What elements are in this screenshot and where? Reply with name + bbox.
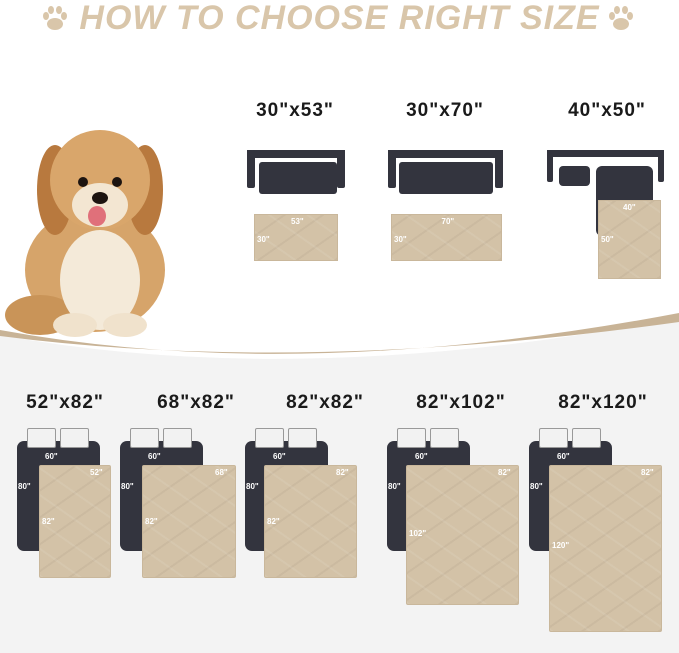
bed-length-label: 80" — [530, 482, 543, 491]
sofa-cushion — [559, 166, 590, 186]
pillow — [163, 428, 192, 448]
height-label: 30" — [257, 235, 270, 244]
size-title: 30"x53" — [256, 100, 334, 121]
bed-length-label: 80" — [246, 482, 259, 491]
sofa-cushion — [399, 162, 493, 194]
size-title: 40"x50" — [568, 100, 646, 121]
bed-width-label: 60" — [557, 452, 570, 461]
width-label: 40" — [623, 203, 636, 212]
size-title: 68"x82" — [157, 392, 235, 413]
mat-bed-2: 82" 82" — [264, 465, 357, 578]
width-label: 52" — [90, 468, 103, 477]
pillow — [572, 428, 601, 448]
size-title: 82"x102" — [416, 392, 506, 413]
pillow — [60, 428, 89, 448]
bed-length-label: 80" — [388, 482, 401, 491]
bed-width-label: 60" — [148, 452, 161, 461]
mat-bed-3: 82" 102" — [406, 465, 519, 605]
sofa-back — [547, 150, 664, 157]
pillow — [397, 428, 426, 448]
height-label: 120" — [552, 541, 570, 551]
sofa-arm — [495, 150, 503, 188]
width-label: 53" — [291, 217, 304, 226]
bed-width-label: 60" — [415, 452, 428, 461]
page-title: HOW TO CHOOSE RIGHT SIZE — [79, 0, 600, 37]
size-title: 30"x70" — [406, 100, 484, 121]
height-label: 82" — [42, 516, 55, 526]
bed-width-label: 60" — [273, 452, 286, 461]
height-label: 50" — [601, 235, 614, 244]
sofa-arm — [337, 150, 345, 188]
sofa-arm — [388, 150, 396, 188]
size-title: 82"x82" — [286, 392, 364, 413]
mat-sofa-1: 70" 30" — [391, 214, 502, 261]
width-label: 82" — [641, 468, 654, 477]
mat-bed-1: 68" 82" — [142, 465, 236, 578]
mat-sofa-0: 53" 30" — [254, 214, 338, 261]
pillow — [130, 428, 159, 448]
height-label: 30" — [394, 235, 407, 244]
size-title: 52"x82" — [26, 392, 104, 413]
width-label: 70" — [441, 217, 455, 226]
sofa-arm — [658, 150, 664, 182]
bed-length-label: 80" — [18, 482, 31, 491]
pillow — [430, 428, 459, 448]
size-title: 82"x120" — [558, 392, 648, 413]
sofa-arm — [247, 150, 255, 188]
width-label: 68" — [215, 468, 228, 477]
mat-bed-0: 52" 82" — [39, 465, 111, 578]
sofa-cushion — [259, 162, 337, 194]
sofa-back — [247, 150, 345, 158]
paw-icon — [43, 6, 67, 30]
pillow — [27, 428, 56, 448]
bed-width-label: 60" — [45, 452, 58, 461]
width-label: 82" — [336, 468, 349, 477]
pillow — [288, 428, 317, 448]
height-label: 102" — [409, 529, 427, 538]
sofa-back — [388, 150, 503, 158]
bed-length-label: 80" — [121, 482, 134, 491]
pillow — [539, 428, 568, 448]
mat-sofa-2: 40" 50" — [598, 200, 661, 279]
width-label: 82" — [498, 468, 511, 477]
mat-bed-4: 82" 120" — [549, 465, 662, 632]
height-label: 82" — [145, 516, 158, 526]
paw-icon — [609, 6, 633, 30]
height-label: 82" — [267, 516, 280, 526]
pillow — [255, 428, 284, 448]
dog-image — [5, 130, 165, 337]
sofa-arm — [547, 150, 553, 182]
